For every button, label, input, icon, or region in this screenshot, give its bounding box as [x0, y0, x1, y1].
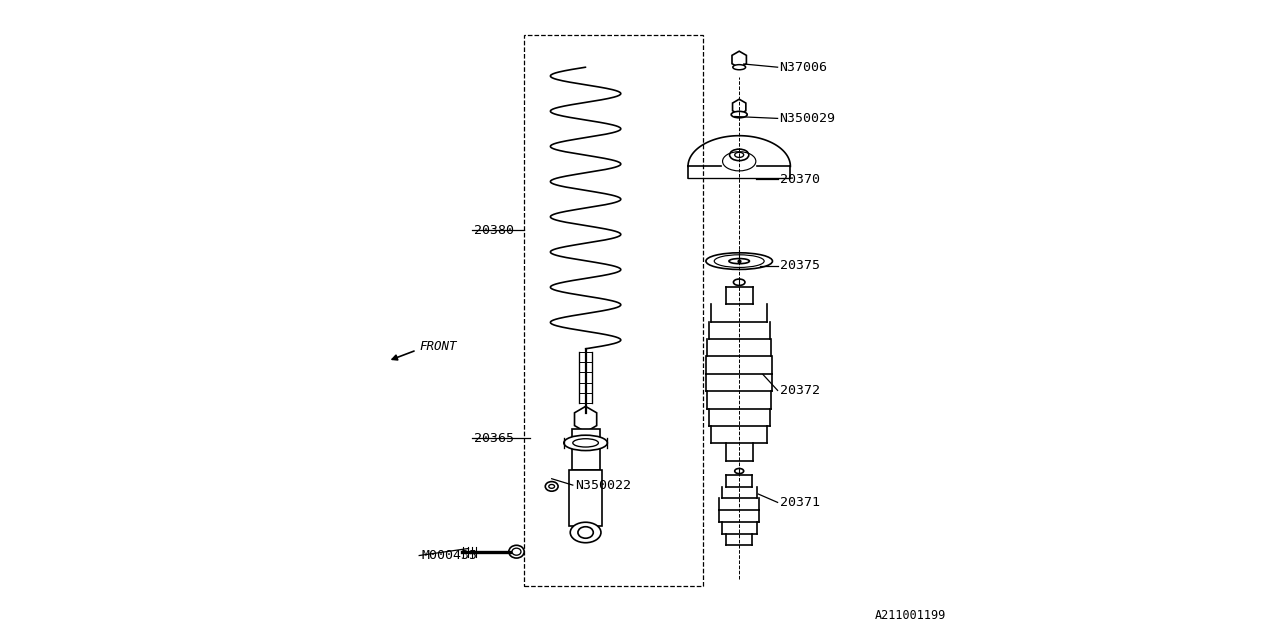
Ellipse shape [545, 481, 558, 492]
Text: M000435: M000435 [421, 549, 477, 562]
FancyBboxPatch shape [570, 470, 603, 526]
Text: A211001199: A211001199 [874, 609, 946, 622]
Text: N350022: N350022 [575, 479, 631, 492]
Ellipse shape [570, 522, 602, 543]
Ellipse shape [730, 149, 749, 161]
Ellipse shape [509, 545, 525, 558]
Text: 20372: 20372 [780, 384, 819, 397]
Ellipse shape [735, 468, 744, 474]
Text: 20370: 20370 [780, 173, 819, 186]
Ellipse shape [733, 279, 745, 285]
Text: FRONT: FRONT [420, 340, 457, 353]
Text: 20365: 20365 [474, 432, 513, 445]
FancyBboxPatch shape [571, 429, 599, 470]
Text: 20375: 20375 [780, 259, 819, 272]
Text: 20380: 20380 [474, 224, 513, 237]
Polygon shape [732, 99, 746, 115]
Text: N37006: N37006 [780, 61, 828, 74]
Text: N350029: N350029 [780, 112, 836, 125]
Ellipse shape [731, 111, 748, 118]
Text: 20371: 20371 [780, 496, 819, 509]
Ellipse shape [730, 259, 750, 264]
Ellipse shape [733, 65, 745, 70]
Polygon shape [575, 406, 596, 432]
Ellipse shape [563, 435, 607, 451]
Polygon shape [732, 51, 746, 68]
Ellipse shape [707, 253, 773, 269]
